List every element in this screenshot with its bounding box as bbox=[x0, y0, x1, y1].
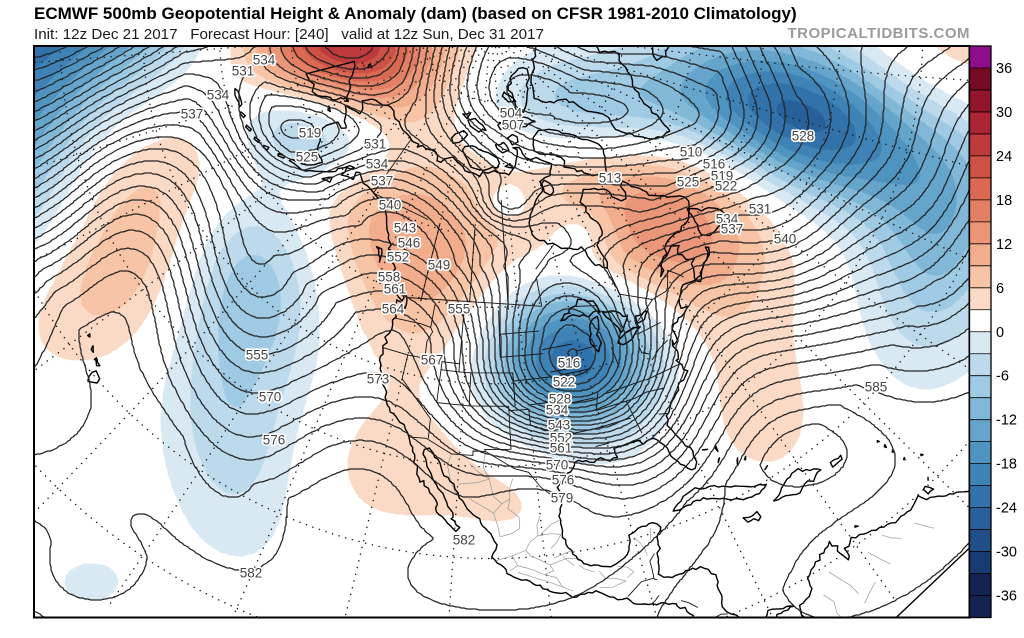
svg-text:576: 576 bbox=[552, 473, 575, 488]
svg-text:510: 510 bbox=[680, 145, 703, 160]
svg-text:528: 528 bbox=[792, 129, 815, 144]
svg-text:531: 531 bbox=[364, 137, 387, 152]
svg-text:555: 555 bbox=[448, 302, 471, 317]
svg-text:570: 570 bbox=[546, 458, 569, 473]
svg-text:24: 24 bbox=[996, 149, 1012, 165]
svg-text:531: 531 bbox=[232, 64, 255, 79]
svg-text:582: 582 bbox=[240, 566, 263, 581]
svg-text:534: 534 bbox=[207, 88, 230, 103]
svg-text:ECMWF 500mb Geopotential Heigh: ECMWF 500mb Geopotential Height & Anomal… bbox=[34, 4, 797, 23]
svg-text:582: 582 bbox=[453, 533, 476, 548]
svg-text:540: 540 bbox=[774, 232, 797, 247]
svg-text:546: 546 bbox=[398, 236, 421, 251]
svg-text:543: 543 bbox=[548, 418, 571, 433]
svg-text:531: 531 bbox=[749, 202, 772, 217]
svg-text:18: 18 bbox=[996, 193, 1012, 209]
svg-text:528: 528 bbox=[549, 392, 572, 407]
svg-text:522: 522 bbox=[553, 375, 576, 390]
svg-text:12: 12 bbox=[996, 237, 1012, 253]
svg-text:-36: -36 bbox=[996, 589, 1017, 605]
svg-text:576: 576 bbox=[263, 433, 286, 448]
svg-text:504: 504 bbox=[500, 106, 523, 121]
svg-text:6: 6 bbox=[996, 281, 1004, 297]
svg-text:516: 516 bbox=[703, 157, 726, 172]
svg-text:519: 519 bbox=[299, 126, 322, 141]
svg-text:537: 537 bbox=[371, 174, 394, 189]
svg-text:561: 561 bbox=[550, 441, 573, 456]
svg-text:570: 570 bbox=[259, 390, 282, 405]
svg-text:507: 507 bbox=[502, 118, 525, 133]
svg-text:-6: -6 bbox=[996, 369, 1009, 385]
svg-text:Init: 12z Dec 21 2017 Foreca: Init: 12z Dec 21 2017 Forecast Hour: [24… bbox=[34, 26, 544, 43]
svg-text:-12: -12 bbox=[996, 413, 1017, 429]
svg-text:561: 561 bbox=[384, 282, 407, 297]
svg-text:534: 534 bbox=[253, 53, 276, 68]
svg-text:552: 552 bbox=[387, 250, 410, 265]
svg-text:534: 534 bbox=[546, 403, 569, 418]
svg-text:543: 543 bbox=[394, 221, 417, 236]
svg-text:534: 534 bbox=[716, 212, 739, 227]
svg-text:564: 564 bbox=[382, 302, 405, 317]
svg-text:-30: -30 bbox=[996, 545, 1017, 561]
svg-text:540: 540 bbox=[379, 198, 402, 213]
svg-text:-18: -18 bbox=[996, 457, 1017, 473]
svg-text:522: 522 bbox=[715, 179, 738, 194]
svg-text:537: 537 bbox=[721, 222, 744, 237]
svg-text:579: 579 bbox=[551, 491, 574, 506]
svg-text:36: 36 bbox=[996, 61, 1012, 77]
svg-text:549: 549 bbox=[428, 258, 451, 273]
svg-text:519: 519 bbox=[711, 169, 734, 184]
svg-text:555: 555 bbox=[246, 348, 269, 363]
svg-text:534: 534 bbox=[366, 157, 389, 172]
svg-text:513: 513 bbox=[599, 171, 622, 186]
svg-text:0: 0 bbox=[996, 325, 1004, 341]
svg-text:567: 567 bbox=[421, 353, 444, 368]
svg-text:525: 525 bbox=[677, 175, 700, 190]
svg-text:585: 585 bbox=[865, 380, 888, 395]
svg-text:573: 573 bbox=[367, 372, 390, 387]
svg-text:TROPICALTIDBITS.COM: TROPICALTIDBITS.COM bbox=[787, 25, 970, 42]
svg-text:516: 516 bbox=[558, 356, 581, 371]
svg-text:552: 552 bbox=[550, 431, 573, 446]
svg-text:558: 558 bbox=[378, 270, 401, 285]
svg-text:30: 30 bbox=[996, 105, 1012, 121]
svg-text:525: 525 bbox=[296, 150, 319, 165]
svg-text:537: 537 bbox=[181, 107, 204, 122]
svg-text:-24: -24 bbox=[996, 501, 1017, 517]
